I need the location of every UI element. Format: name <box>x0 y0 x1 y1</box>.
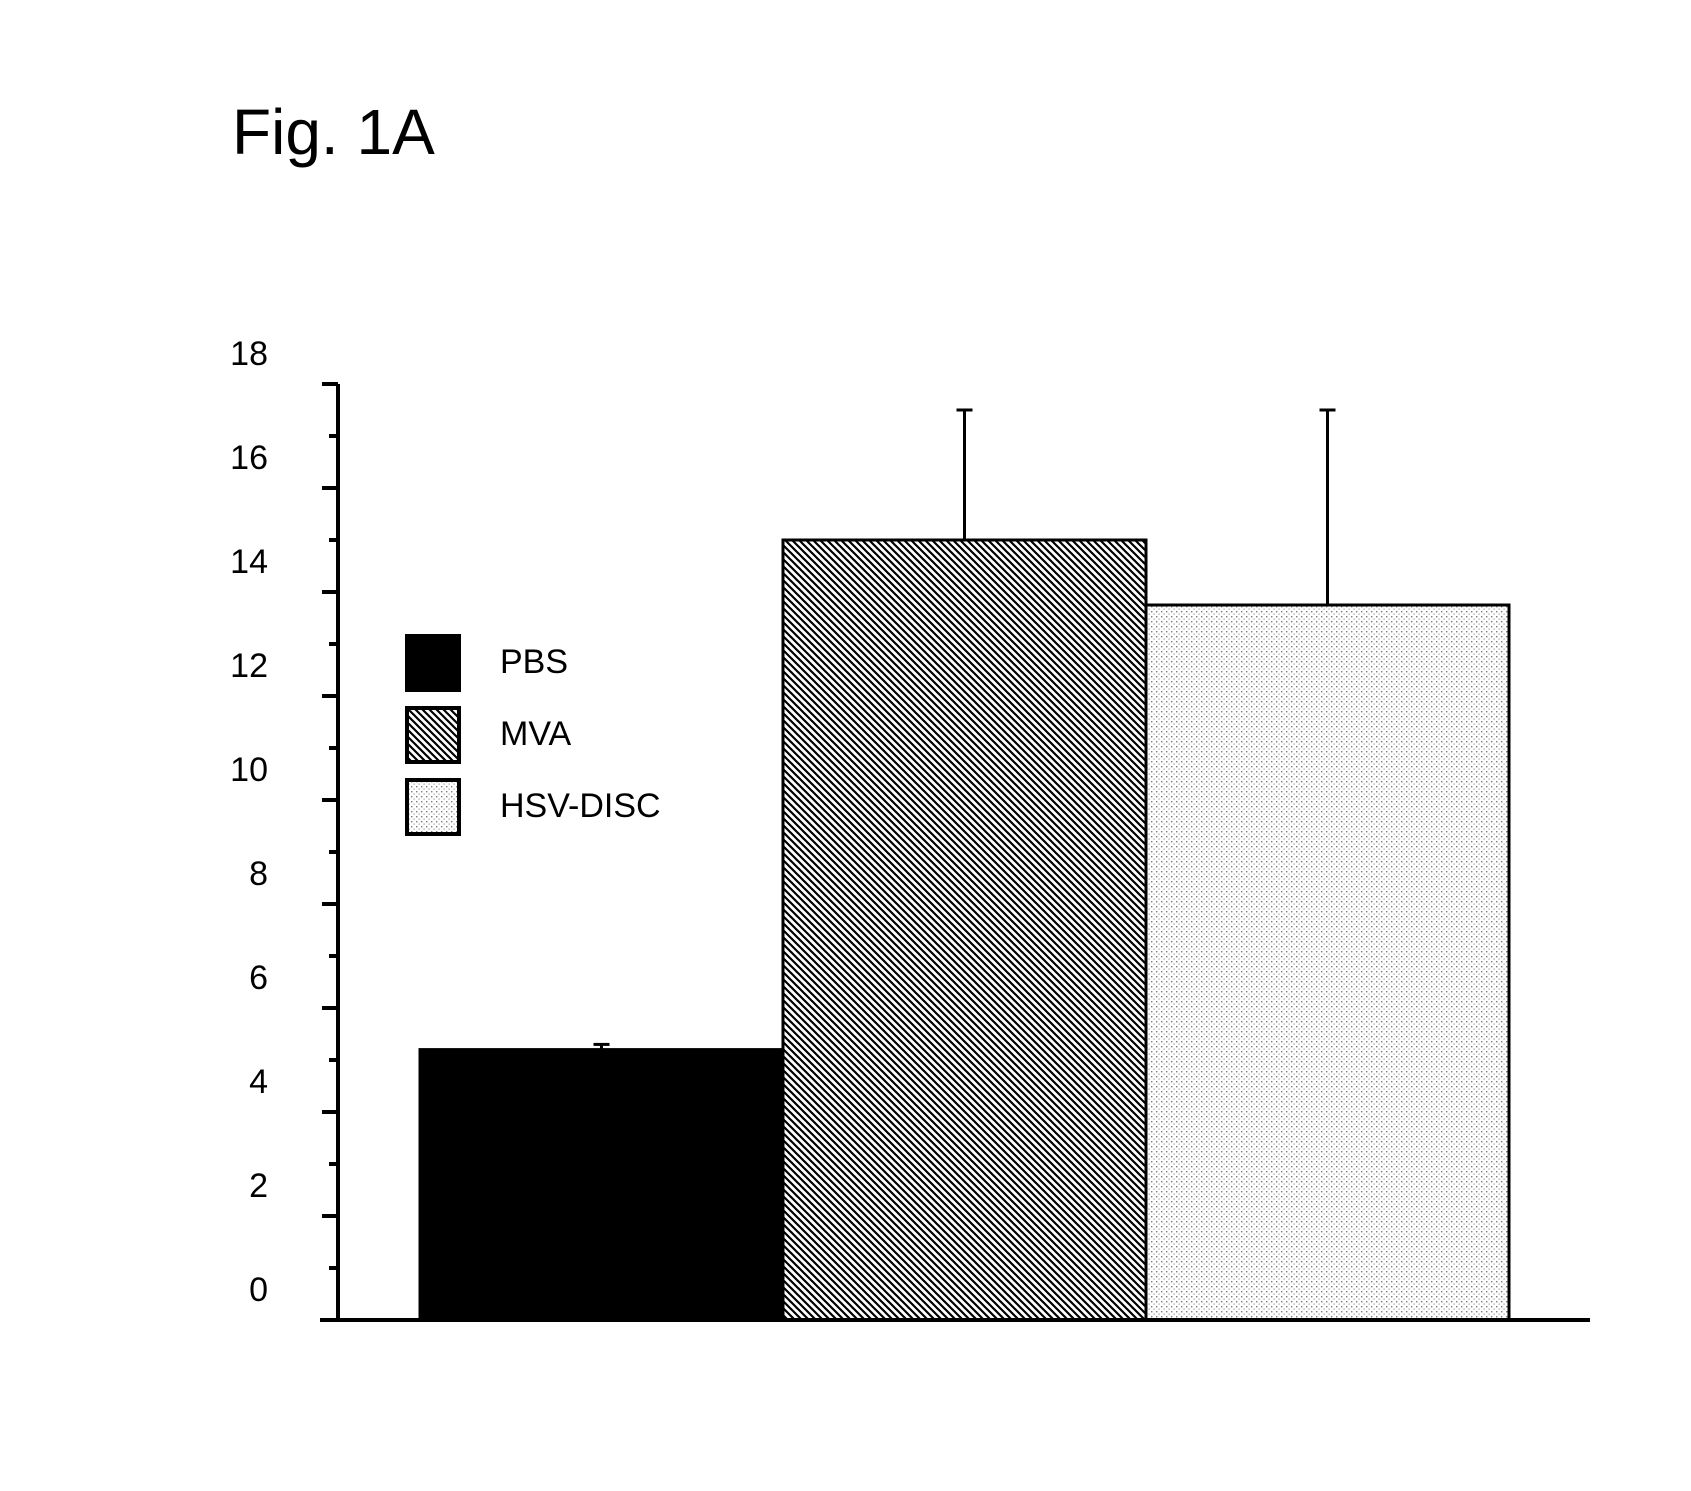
legend-swatch-mva <box>407 708 459 762</box>
legend-label-hsv-disc: HSV-DISC <box>500 787 661 825</box>
y-tick-label: 16 <box>230 439 268 477</box>
y-tick-label: 6 <box>249 959 268 997</box>
legend-label-mva: MVA <box>500 715 571 753</box>
bar-hsv-disc <box>1146 605 1509 1320</box>
legend-swatch-pbs <box>407 636 459 690</box>
y-tick-label: 8 <box>249 855 268 893</box>
bars-layer <box>420 540 1509 1320</box>
y-tick-label: 2 <box>249 1167 268 1205</box>
y-tick-label: 14 <box>230 543 268 581</box>
legend-swatch-hsv-disc <box>407 780 459 834</box>
y-tick-label: 18 <box>230 335 268 373</box>
bar-mva <box>783 540 1146 1320</box>
y-tick-label: 4 <box>249 1063 268 1101</box>
legend-label-pbs: PBS <box>500 643 568 681</box>
y-tick-label: 10 <box>230 751 268 789</box>
y-tick-label: 12 <box>230 647 268 685</box>
bar-pbs <box>420 1050 783 1320</box>
legend: PBS MVA HSV-DISC <box>407 636 661 834</box>
y-tick-label: 0 <box>249 1271 268 1309</box>
